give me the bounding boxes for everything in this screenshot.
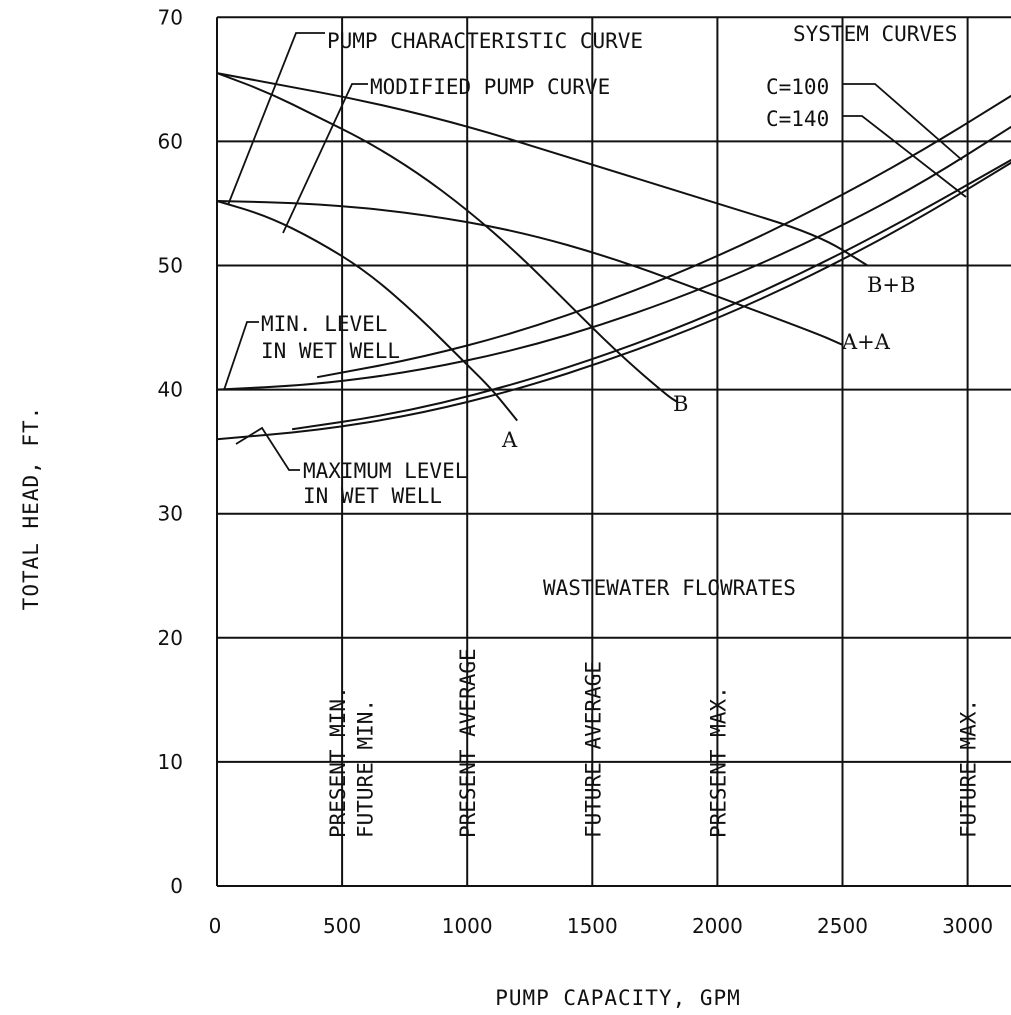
flowrate-label: FUTURE MIN. [354, 699, 378, 838]
x-tick-label: 3000 [942, 914, 993, 938]
flowrate-label: PRESENT AVERAGE [456, 648, 480, 838]
curve-label-a-plus-a: A+A [841, 330, 891, 354]
flowrate-label: FUTURE MAX. [957, 699, 981, 838]
series-line-a-plus-a [216, 200, 844, 346]
wastewater-flowrates-heading: WASTEWATER FLOWRATES [543, 576, 796, 600]
system-curves-annotation: SYSTEM CURVES [793, 22, 957, 46]
grid [216, 16, 1011, 887]
series-line-b-plus-b [216, 72, 869, 267]
y-tick-label: 70 [158, 5, 183, 29]
y-tick-label: 60 [158, 129, 183, 153]
system-curve-line [216, 125, 1011, 391]
system-curve-line [216, 161, 1011, 441]
x-tick-label: 500 [323, 914, 361, 938]
x-tick-label: 2000 [692, 914, 743, 938]
curve-label-a: A [501, 428, 518, 452]
y-tick-label: 20 [158, 626, 183, 650]
x-tick-label: 1000 [442, 914, 493, 938]
axis-ticks: 0 10 20 30 40 50 60 70 0 500 1000 1500 2000 2500 3000 [158, 5, 994, 938]
series-line-b [216, 72, 678, 403]
x-tick-label: 0 [209, 914, 222, 938]
c140-leader [843, 115, 967, 198]
y-tick-label: 0 [170, 874, 183, 898]
min-level-leader [223, 321, 259, 391]
modified-curve-leader [282, 83, 368, 234]
system-curve-line [316, 94, 1011, 379]
y-tick-label: 50 [158, 254, 183, 278]
curve-label-b: B [673, 392, 688, 416]
x-tick-label: 1500 [567, 914, 618, 938]
flowrate-labels: PRESENT MIN. FUTURE MIN. PRESENT AVERAGE FU… [326, 648, 981, 838]
modified-curve-annotation: MODIFIED PUMP CURVE [370, 75, 610, 99]
curve-label-b-plus-b: B+B [867, 273, 915, 297]
min-level-annotation-line1: MIN. LEVEL [261, 312, 387, 336]
c100-leader [843, 83, 963, 161]
max-level-annotation-line1: MAXIMUM LEVEL [303, 459, 467, 483]
y-tick-label: 40 [158, 378, 183, 402]
flowrate-label: FUTURE AVERAGE [581, 661, 605, 838]
y-tick-label: 30 [158, 502, 183, 526]
x-axis-label: PUMP CAPACITY, GPM [495, 986, 741, 1010]
max-level-annotation-line2: IN WET WELL [303, 484, 442, 508]
pump-curve-leader [227, 32, 325, 206]
flowrate-label: PRESENT MAX. [706, 686, 730, 838]
c100-annotation: C=100 [766, 75, 829, 99]
flowrate-label: PRESENT MIN. [326, 686, 350, 838]
system-curve-line [291, 158, 1011, 431]
leader-lines [223, 32, 967, 471]
c140-annotation: C=140 [766, 107, 829, 131]
series-line-a [216, 200, 518, 422]
x-tick-label: 2500 [817, 914, 868, 938]
pump-curve-annotation: PUMP CHARACTERISTIC CURVE [327, 29, 643, 53]
series-group [216, 72, 1011, 441]
y-tick-label: 10 [158, 750, 183, 774]
max-level-leader [235, 426, 300, 471]
min-level-annotation-line2: IN WET WELL [261, 339, 400, 363]
y-axis-label: TOTAL HEAD, FT. [19, 406, 43, 611]
